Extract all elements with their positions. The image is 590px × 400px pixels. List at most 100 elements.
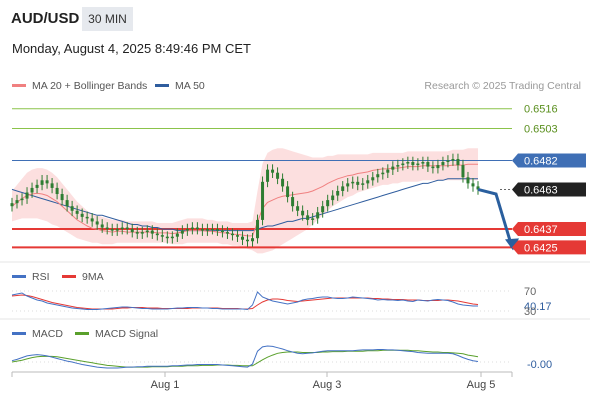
- candle-body: [306, 215, 310, 220]
- candle-body: [426, 162, 430, 167]
- rsi-axis-label: 40.17: [524, 301, 552, 313]
- candle-body: [386, 169, 390, 173]
- candle-body: [351, 181, 355, 184]
- timeframe-badge[interactable]: 30 MIN: [82, 7, 133, 31]
- candle-body: [105, 227, 109, 230]
- candle-body: [135, 232, 139, 234]
- candle-body: [145, 230, 149, 233]
- price-label-tag: [512, 222, 586, 237]
- candle-body: [230, 233, 234, 236]
- legend-macd-label: MACD: [32, 328, 63, 340]
- candle-body: [90, 218, 94, 222]
- candle-body: [165, 236, 169, 239]
- candle-body: [311, 218, 315, 220]
- candle-body: [95, 221, 99, 225]
- candle-body: [55, 187, 59, 195]
- candle-body: [401, 163, 405, 166]
- candle-body: [371, 177, 375, 181]
- candle-body: [291, 197, 295, 207]
- legend-ma20: MA 20 + Bollinger Bands: [12, 80, 147, 92]
- candle-body: [170, 236, 174, 239]
- candle-body: [301, 210, 305, 216]
- candle-body: [381, 172, 385, 175]
- candle-body: [296, 206, 300, 211]
- legend-ma50-label: MA 50: [175, 80, 205, 92]
- candle-body: [366, 180, 370, 184]
- candle-body: [476, 186, 480, 190]
- ma50-swatch-icon: [155, 83, 169, 87]
- candle-body: [271, 169, 275, 173]
- legend-rsi-ma-label: 9MA: [82, 271, 104, 283]
- candle-body: [416, 163, 420, 166]
- candle-body: [225, 232, 229, 234]
- macd-axis-label: -0.00: [527, 359, 552, 371]
- legend-rsi-ma: 9MA: [62, 271, 104, 283]
- candle-body: [185, 229, 189, 231]
- price-label: 0.6503: [524, 124, 558, 136]
- candle-body: [321, 206, 325, 213]
- candle-body: [316, 212, 320, 219]
- ma20-line: [11, 163, 478, 237]
- legend-macd-signal: MACD Signal: [75, 328, 158, 340]
- candle-body: [266, 169, 270, 182]
- candle-body: [466, 177, 470, 184]
- candle-body: [456, 158, 460, 166]
- rsi-axis-label: 30: [524, 306, 536, 318]
- candle-body: [281, 178, 285, 187]
- candle-body: [451, 158, 455, 161]
- ma20-swatch-icon: [12, 83, 26, 87]
- candle-body: [200, 229, 204, 231]
- time-tick-label: Aug 5: [467, 379, 496, 391]
- candle-body: [210, 229, 214, 231]
- candle-body: [195, 227, 199, 230]
- candle-body: [356, 181, 360, 185]
- macd-line: [11, 345, 479, 369]
- price-label-tag: [512, 153, 586, 168]
- price-label: 0.6425: [524, 242, 558, 254]
- rsi-ma-line: [11, 294, 479, 310]
- price-label-tag: [512, 182, 586, 197]
- candle-body: [70, 206, 74, 211]
- candle-body: [35, 184, 39, 188]
- candle-body: [431, 166, 435, 169]
- rsi-line: [11, 291, 478, 311]
- candle-body: [341, 186, 345, 191]
- candle-body: [251, 238, 255, 242]
- bollinger-band: [12, 148, 478, 254]
- candle-body: [20, 198, 24, 201]
- candle-body: [40, 180, 44, 185]
- candle-body: [45, 180, 49, 184]
- legend-ma50: MA 50: [155, 80, 205, 92]
- candle-body: [471, 183, 475, 187]
- macd-signal-swatch-icon: [75, 331, 89, 335]
- candle-body: [115, 229, 119, 231]
- candle-body: [15, 200, 19, 204]
- candle-body: [155, 233, 159, 236]
- forecast-arrow: [477, 187, 514, 248]
- candle-body: [100, 224, 104, 228]
- candle-body: [346, 183, 350, 187]
- chart-header: AUD/USD 30 MIN Monday, August 4, 2025 8:…: [0, 0, 590, 70]
- rsi-swatch-icon: [12, 274, 26, 278]
- ma50-line: [11, 178, 478, 232]
- candle-body: [220, 230, 224, 233]
- candle-body: [190, 227, 194, 230]
- candle-body: [326, 200, 330, 207]
- candle-body: [85, 216, 89, 219]
- candle-body: [150, 230, 154, 234]
- price-label: 0.6516: [524, 104, 558, 116]
- candle-body: [361, 183, 365, 185]
- candle-body: [421, 162, 425, 164]
- candle-body: [175, 233, 179, 237]
- symbol-title: AUD/USD: [11, 10, 80, 27]
- candle-body: [396, 165, 400, 167]
- candle-body: [256, 219, 260, 239]
- candle-body: [80, 213, 84, 217]
- price-label: 0.6482: [524, 156, 558, 168]
- research-credit: Research © 2025 Trading Central: [424, 80, 581, 92]
- legend-rsi-label: RSI: [32, 271, 50, 283]
- legend-rsi: RSI: [12, 271, 50, 283]
- candle-body: [160, 235, 164, 237]
- candle-body: [406, 162, 410, 164]
